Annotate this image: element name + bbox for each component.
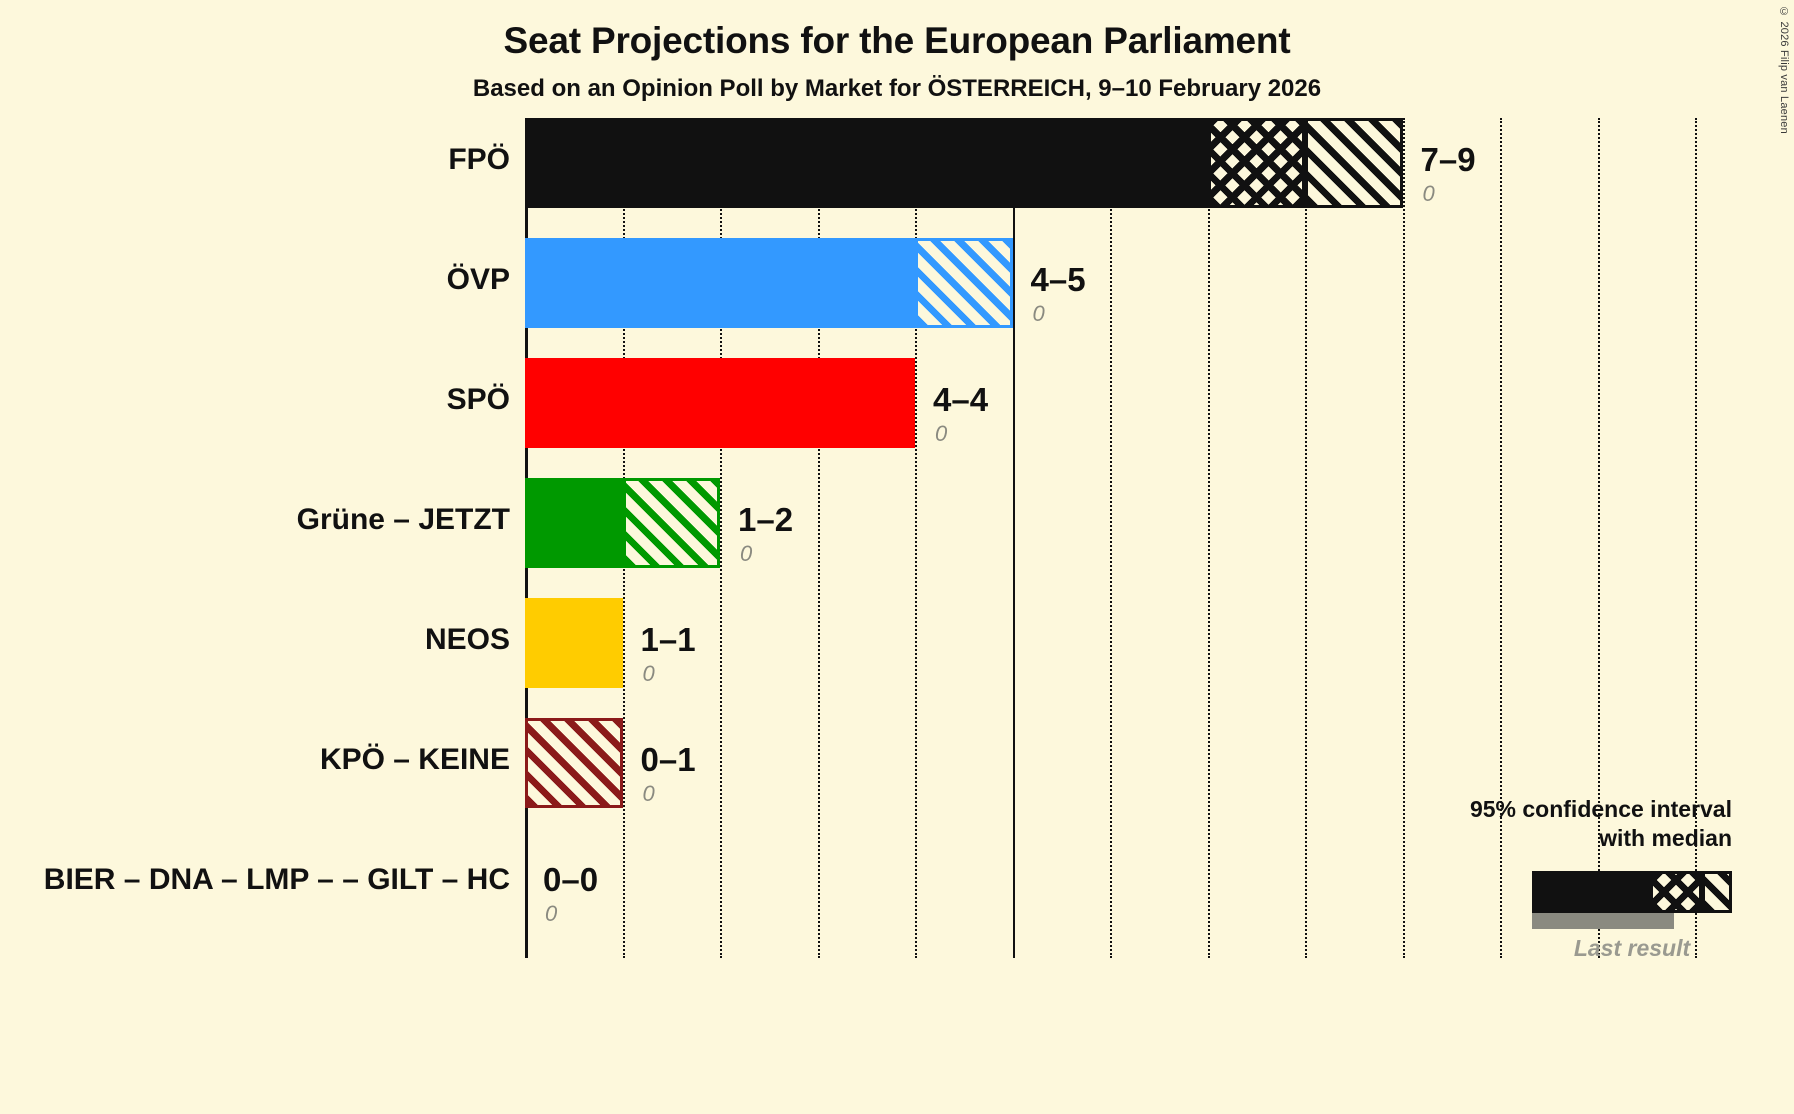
gridline-4 bbox=[915, 118, 917, 958]
gridline-6 bbox=[1110, 118, 1112, 958]
bar-row: BIER – DNA – LMP – – GILT – HC 0–0 0 bbox=[44, 838, 1725, 958]
party-label: BIER – DNA – LMP – – GILT – HC bbox=[43, 863, 510, 896]
last-result-label: 0 bbox=[740, 541, 753, 566]
last-result-label: 0 bbox=[642, 661, 655, 686]
gridline-11 bbox=[1597, 118, 1600, 958]
plot-area: FPÖ 7–9 0 ÖVP 4–5 0 SPÖ 4–4 0 Grüne – JETZT 1–2 0 NE… bbox=[44, 118, 1725, 958]
gridline-10 bbox=[1500, 118, 1502, 958]
legend-last-result-bar bbox=[1532, 913, 1674, 929]
page-subtitle: Based on an Opinion Poll by Market for Ö… bbox=[472, 75, 1322, 102]
gridline-12 bbox=[1695, 118, 1697, 958]
bar-segment-solid bbox=[525, 118, 1208, 208]
bar-segment-solid bbox=[525, 478, 623, 568]
bar-Grüne – JETZT bbox=[525, 478, 720, 568]
legend-swatch bbox=[1532, 871, 1732, 913]
gridline-3 bbox=[817, 118, 820, 958]
bar-row: FPÖ 7–9 0 bbox=[448, 118, 1725, 238]
bar-row: NEOS 1–1 0 bbox=[425, 598, 1725, 718]
legend-last-result-label: Last result bbox=[1573, 935, 1691, 961]
legend: 95% confidence interval with median Last… bbox=[1180, 795, 1740, 961]
gridline-2 bbox=[720, 118, 722, 958]
gridline-7 bbox=[1207, 118, 1210, 958]
last-result-label: 0 bbox=[935, 421, 948, 446]
bar-segment-median bbox=[1207, 118, 1305, 208]
bar-row: Grüne – JETZT 1–2 0 bbox=[297, 478, 1725, 598]
page-title: Seat Projections for the European Parlia… bbox=[503, 20, 1291, 61]
bar-FPÖ bbox=[525, 118, 1403, 208]
party-label: Grüne – JETZT bbox=[296, 503, 510, 536]
seat-range-label: 0–0 bbox=[543, 861, 599, 898]
party-label: FPÖ bbox=[448, 143, 510, 176]
last-result-label: 0 bbox=[1422, 181, 1435, 206]
seat-range-label: 4–4 bbox=[933, 381, 989, 418]
bar-row: SPÖ 4–4 0 bbox=[447, 358, 1725, 478]
bar-segment-solid bbox=[525, 358, 915, 448]
bar-NEOS bbox=[525, 598, 623, 688]
party-label: KPÖ – KEINE bbox=[319, 743, 510, 776]
seat-range-label: 1–1 bbox=[640, 621, 696, 658]
party-label: NEOS bbox=[424, 623, 510, 656]
legend-line-1: 95% confidence interval bbox=[1469, 796, 1732, 822]
bar-segment-solid bbox=[525, 238, 915, 328]
copyright-notice: © 2026 Filip van Laenen bbox=[1778, 6, 1790, 134]
bar-segment-upper-ci bbox=[915, 238, 1013, 328]
last-result-label: 0 bbox=[642, 781, 655, 806]
gridline-9 bbox=[1402, 118, 1405, 958]
last-result-label: 0 bbox=[1032, 301, 1045, 326]
seat-range-label: 1–2 bbox=[738, 501, 794, 538]
bar-KPÖ – KEINE bbox=[525, 718, 623, 808]
bar-segment-solid bbox=[525, 598, 623, 688]
legend-segment-solid bbox=[1532, 871, 1650, 913]
bar-segment-upper-ci bbox=[525, 718, 623, 808]
gridline-5 bbox=[1012, 118, 1015, 958]
bar-row: ÖVP 4–5 0 bbox=[447, 238, 1725, 358]
legend-segment-upper-ci bbox=[1702, 871, 1732, 913]
bar-segment-upper-ci bbox=[622, 478, 720, 568]
seat-range-label: 7–9 bbox=[1420, 141, 1476, 178]
bar-row: KPÖ – KEINE 0–1 0 bbox=[320, 718, 1725, 838]
seat-range-label: 4–5 bbox=[1030, 261, 1086, 298]
party-label: ÖVP bbox=[446, 263, 510, 296]
seat-range-label: 0–1 bbox=[640, 741, 696, 778]
legend-segment-median bbox=[1650, 871, 1702, 913]
legend-line-2: with median bbox=[1599, 825, 1732, 852]
bar-segment-upper-ci bbox=[1305, 118, 1403, 208]
last-result-label: 0 bbox=[545, 901, 558, 926]
bar-SPÖ bbox=[525, 358, 915, 448]
party-label: SPÖ bbox=[446, 383, 510, 416]
gridline-8 bbox=[1305, 118, 1307, 958]
bar-ÖVP bbox=[525, 238, 1013, 328]
